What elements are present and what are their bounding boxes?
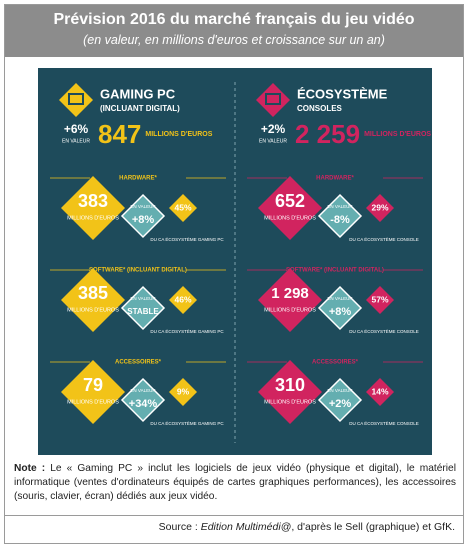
segment-value: 652 [275,191,305,211]
segment-label: SOFTWARE* (INCLUANT DIGITAL) [89,268,187,274]
column-total: 2 259 [295,119,360,149]
segment-growth: STABLE [127,307,159,316]
icon-diamond [59,83,93,117]
segment-growth: +8% [329,306,352,318]
column-total: 847 [98,119,141,149]
column-total-unit: MILLIONS D'EUROS [145,131,212,138]
value-diamond [61,176,125,240]
segment-label: ACCESSOIRES* [312,360,359,366]
share-diamond [169,378,197,406]
segment-growth-label: EN VALEUR [130,388,156,393]
source-publication: Edition Multimédi@ [200,521,292,533]
segment-share: 29% [371,202,388,212]
segment-growth-label: EN VALEUR [130,204,156,209]
segment-value: 310 [275,375,305,395]
value-diamond [61,360,125,424]
column-total-unit: MILLIONS D'EUROS [364,131,431,138]
icon-diamond [256,83,290,117]
growth-diamond [120,377,166,423]
header: Prévision 2016 du marché français du jeu… [5,5,463,57]
segment-label: HARDWARE* [316,176,354,182]
source-text: , d'après le Sell (graphique) et GfK. [291,521,455,533]
growth-diamond [317,377,363,423]
segment-value: 385 [78,283,108,303]
value-diamond [258,176,322,240]
title: Prévision 2016 du marché français du jeu… [53,11,415,28]
subtitle: (en valeur, en millions d'euros et crois… [83,33,385,47]
segment-share-label: DU CA ÉCOSYSTÈME CONSOLE [349,236,419,242]
growth-diamond [317,193,363,239]
segment-share: 57% [371,294,388,304]
segment-label: ACCESSOIRES* [115,360,162,366]
segment-unit: MILLIONS D'EUROS [67,307,119,313]
segment-value: 1 298 [271,285,309,302]
segment-growth-label: EN VALEUR [327,204,353,209]
source-prefix: Source : [158,521,198,533]
segment-share-label: DU CA ÉCOSYSTÈME GAMING PC [150,420,224,426]
icon [265,93,281,105]
note: Note : Le « Gaming PC » inclut les logic… [14,462,456,504]
column-name: GAMING PC [100,86,176,101]
segment-growth-label: EN VALEUR [327,388,353,393]
value-diamond [258,268,322,332]
segment-value: 383 [78,191,108,211]
infographic: GAMING PC (INCLUANT DIGITAL) +6% EN VALEUR 8… [38,68,432,455]
column-name: ÉCOSYSTÈME [297,86,388,101]
share-diamond [366,286,394,314]
share-diamond [366,194,394,222]
column-growth-label: EN VALEUR [259,138,287,144]
segment-share-label: DU CA ÉCOSYSTÈME GAMING PC [150,328,224,334]
segment-share-label: DU CA ÉCOSYSTÈME GAMING PC [150,236,224,242]
segment-growth: +34% [129,398,158,410]
icon [68,93,84,105]
note-label: Note : [14,463,46,474]
share-diamond [169,194,197,222]
column-growth-label: EN VALEUR [62,138,90,144]
segment-share-label: DU CA ÉCOSYSTÈME CONSOLE [349,420,419,426]
segment-unit: MILLIONS D'EUROS [67,215,119,221]
column-growth: +6% [64,122,89,136]
segment-share: 46% [174,294,191,304]
segment-unit: MILLIONS D'EUROS [67,399,119,405]
frame [4,4,464,544]
segment-share: 9% [177,386,190,396]
segment-label: HARDWARE* [119,176,157,182]
column-growth: +2% [261,122,286,136]
source: Source : Edition Multimédi@, d'après le … [5,515,463,533]
segment-growth: -8% [330,214,350,226]
value-diamond [61,268,125,332]
segment-unit: MILLIONS D'EUROS [264,307,316,313]
column-subname: CONSOLES [297,104,343,113]
growth-diamond [120,285,166,331]
segment-share: 14% [371,386,388,396]
segment-growth-label: EN VALEUR [327,296,353,301]
segment-unit: MILLIONS D'EUROS [264,215,316,221]
column-subname: (INCLUANT DIGITAL) [100,104,180,113]
segment-unit: MILLIONS D'EUROS [264,399,316,405]
segment-growth-label: EN VALEUR [130,296,156,301]
share-diamond [366,378,394,406]
segment-value: 79 [83,375,103,395]
note-text: Le « Gaming PC » inclut les logiciels de… [14,463,456,502]
value-diamond [258,360,322,424]
share-diamond [169,286,197,314]
segment-growth: +8% [132,214,155,226]
segment-growth: +2% [329,398,352,410]
segment-label: SOFTWARE* (INCLUANT DIGITAL) [286,268,384,274]
growth-diamond [317,285,363,331]
growth-diamond [120,193,166,239]
segment-share: 45% [174,202,191,212]
segment-share-label: DU CA ÉCOSYSTÈME CONSOLE [349,328,419,334]
